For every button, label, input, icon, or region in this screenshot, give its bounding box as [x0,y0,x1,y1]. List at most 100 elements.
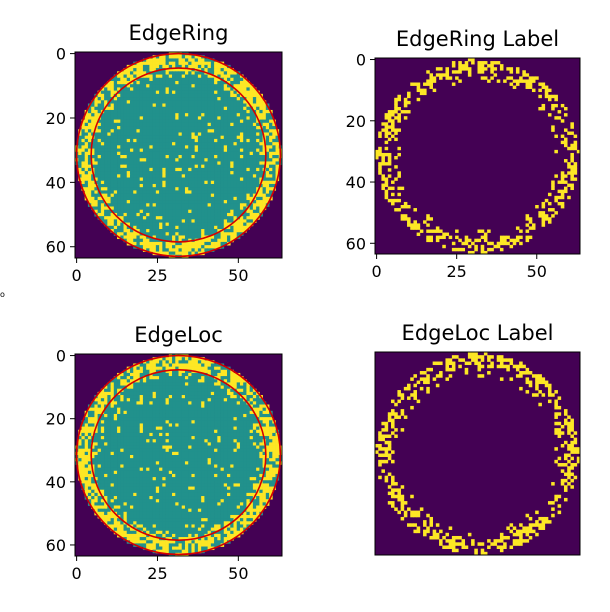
heatmap-cell [94,414,98,418]
heatmap-cell [162,423,166,427]
heatmap-cell [172,113,176,117]
heatmap-cell [250,142,254,146]
heatmap-cell [188,376,192,380]
heatmap-cell [388,132,392,135]
heatmap-cell [162,392,166,396]
heatmap-cell [149,405,153,409]
heatmap-cell [124,139,128,143]
heatmap-cell [240,132,244,136]
heatmap-cell [214,382,218,386]
heatmap-cell [554,174,558,177]
heatmap-cell [221,152,225,156]
heatmap-cell [404,116,408,119]
heatmap-cell [104,398,108,402]
heatmap-cell [221,200,225,204]
heatmap-cell [208,161,212,165]
heatmap-cell [188,245,192,249]
heatmap-cell [538,211,542,214]
heatmap-cell [166,235,170,239]
heatmap-cell [179,110,183,114]
heatmap-cell [159,161,163,165]
heatmap-cell [221,439,225,443]
heatmap-cell [156,427,160,431]
heatmap-cell [120,414,124,418]
heatmap-cell [545,214,549,217]
heatmap-cell [169,386,173,390]
heatmap-cell [98,145,102,149]
heatmap-cell [214,408,218,412]
heatmap-cell [182,420,186,424]
heatmap-cell [256,181,260,185]
heatmap-cell [156,367,160,371]
heatmap-cell [117,78,121,82]
heatmap-cell [136,200,140,204]
heatmap-cell [124,75,128,79]
heatmap-cell [211,223,215,227]
heatmap-cell [201,226,205,230]
heatmap-cell [230,379,234,383]
heatmap-cell [140,81,144,85]
heatmap-cell [107,113,111,117]
heatmap-cell [159,389,163,393]
heatmap-cell [401,217,405,220]
heatmap-cell [179,55,183,59]
heatmap-cell [117,110,121,114]
heatmap-cell [208,395,212,399]
heatmap-cell [529,236,533,239]
heatmap-cell [130,142,134,146]
heatmap-cell [201,129,205,133]
heatmap-cell [259,152,263,156]
heatmap-cell [159,113,163,117]
heatmap-cell [214,219,218,223]
heatmap-cell [133,171,137,175]
heatmap-cell [162,194,166,198]
heatmap-cell [240,120,244,124]
heatmap-cell [143,155,147,159]
heatmap-cell [538,214,542,217]
heatmap-cell [127,370,131,374]
heatmap-cell [246,165,250,169]
heatmap-cell [561,119,565,122]
heatmap-cell [201,123,205,127]
heatmap-cell [111,158,115,162]
heatmap-cell [227,423,231,427]
heatmap-cell [217,110,221,114]
heatmap-cell [179,252,183,256]
heatmap-cell [221,405,225,409]
heatmap-cell [146,194,150,198]
heatmap-cell [149,165,153,169]
heatmap-cell [433,79,437,82]
heatmap-cell [243,155,247,159]
heatmap-cell [179,165,183,169]
heatmap-cell [214,116,218,120]
heatmap-cell [153,110,157,114]
heatmap-cell [133,161,137,165]
heatmap-cell [201,171,205,175]
heatmap-cell [175,181,179,185]
heatmap-cell [243,187,247,191]
heatmap-cell [101,97,105,101]
heatmap-cell [169,136,173,140]
heatmap-cell [211,190,215,194]
heatmap-cell [136,207,140,211]
heatmap-cell [136,155,140,159]
heatmap-cell [153,168,157,172]
heatmap-cell [94,142,98,146]
heatmap-cell [117,142,121,146]
heatmap-cell [237,226,241,230]
heatmap-cell [195,216,199,220]
heatmap-cell [191,181,195,185]
heatmap-cell [188,116,192,120]
heatmap-cell [230,113,234,117]
heatmap-cell [221,113,225,117]
heatmap-cell [195,187,199,191]
heatmap-cell [120,197,124,201]
heatmap-cell [195,107,199,111]
heatmap-cell [224,120,228,124]
heatmap-cell [136,123,140,127]
heatmap-cell [162,178,166,182]
heatmap-cell [146,239,150,243]
heatmap-cell [117,161,121,165]
heatmap-cell [214,367,218,371]
heatmap-cell [111,132,115,136]
